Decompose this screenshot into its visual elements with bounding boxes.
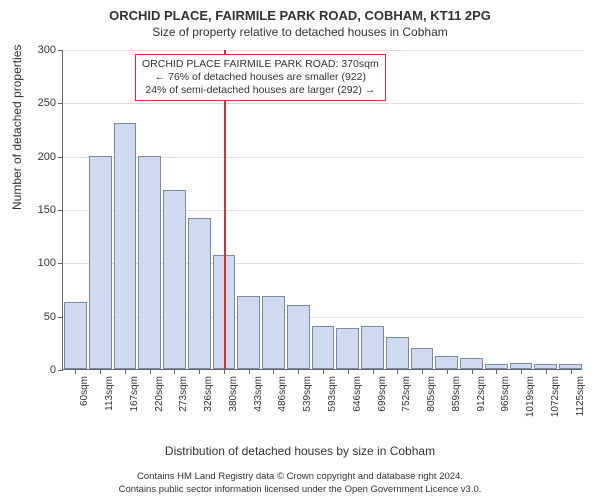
x-tick-label: 912sqm [476,376,487,412]
plot-region: 05010015020025030060sqm113sqm167sqm220sq… [62,50,582,370]
x-tick-mark [447,369,448,374]
x-tick-mark [224,369,225,374]
bar [89,156,112,369]
x-tick-mark [571,369,572,374]
x-tick-label: 326sqm [203,376,214,412]
x-tick-label: 1072sqm [550,376,561,417]
bar [138,156,161,369]
bar [386,337,409,369]
x-tick-mark [496,369,497,374]
bar [312,326,335,369]
annotation-line: ORCHID PLACE FAIRMILE PARK ROAD: 370sqm [142,58,379,71]
bar [361,326,384,369]
x-tick-label: 699sqm [377,376,388,412]
bar [336,328,359,369]
bar [262,296,285,369]
y-tick-mark [58,157,63,158]
x-tick-mark [273,369,274,374]
footer-line-1: Contains HM Land Registry data © Crown c… [0,471,600,483]
y-tick-mark [58,263,63,264]
x-tick-label: 380sqm [228,376,239,412]
x-tick-mark [75,369,76,374]
x-tick-label: 593sqm [327,376,338,412]
bar [188,218,211,369]
footer: Contains HM Land Registry data © Crown c… [0,471,600,496]
x-tick-label: 539sqm [302,376,313,412]
x-tick-label: 220sqm [154,376,165,412]
bar [287,305,310,369]
x-tick-mark [546,369,547,374]
x-tick-mark [397,369,398,374]
bar [435,356,458,369]
x-tick-label: 433sqm [253,376,264,412]
y-tick-mark [58,103,63,104]
y-tick-label: 200 [20,151,56,163]
x-tick-mark [199,369,200,374]
y-tick-label: 300 [20,44,56,56]
x-tick-label: 1019sqm [525,376,536,417]
bar [237,296,260,369]
y-tick-mark [58,317,63,318]
y-tick-mark [58,210,63,211]
y-tick-mark [58,50,63,51]
x-tick-label: 646sqm [352,376,363,412]
x-tick-mark [100,369,101,374]
y-tick-label: 0 [20,364,56,376]
footer-line-2: Contains public sector information licen… [0,484,600,496]
x-tick-mark [373,369,374,374]
x-tick-label: 1125sqm [575,376,586,416]
x-tick-mark [125,369,126,374]
x-tick-mark [150,369,151,374]
x-tick-label: 859sqm [451,376,462,412]
x-tick-label: 113sqm [104,376,115,411]
y-tick-label: 100 [20,257,56,269]
annotation-box: ORCHID PLACE FAIRMILE PARK ROAD: 370sqm←… [135,54,386,101]
x-tick-label: 60sqm [79,376,90,406]
x-tick-mark [521,369,522,374]
grid-line [63,50,583,51]
x-tick-label: 273sqm [178,376,189,412]
bar [163,190,186,369]
bar [64,302,87,369]
x-tick-label: 965sqm [500,376,511,412]
grid-line [63,103,583,104]
annotation-line: ← 76% of detached houses are smaller (92… [142,71,379,84]
y-tick-label: 250 [20,97,56,109]
bar [114,123,137,369]
bar [460,358,483,369]
x-tick-mark [298,369,299,374]
chart-title: ORCHID PLACE, FAIRMILE PARK ROAD, COBHAM… [0,0,600,23]
x-tick-label: 805sqm [426,376,437,412]
x-tick-mark [323,369,324,374]
x-tick-mark [174,369,175,374]
x-tick-label: 752sqm [401,376,412,412]
y-axis-label: Number of detached properties [10,45,24,210]
x-tick-label: 486sqm [277,376,288,412]
annotation-line: 24% of semi-detached houses are larger (… [142,84,379,97]
x-tick-mark [472,369,473,374]
chart-subtitle: Size of property relative to detached ho… [0,23,600,39]
chart-container: ORCHID PLACE, FAIRMILE PARK ROAD, COBHAM… [0,0,600,500]
x-tick-label: 167sqm [129,376,140,412]
y-tick-label: 50 [20,311,56,323]
x-tick-mark [348,369,349,374]
y-tick-label: 150 [20,204,56,216]
bar [411,348,434,369]
x-tick-mark [422,369,423,374]
chart-area: 05010015020025030060sqm113sqm167sqm220sq… [62,50,582,370]
y-tick-mark [58,370,63,371]
x-tick-mark [249,369,250,374]
x-axis-label: Distribution of detached houses by size … [0,444,600,458]
